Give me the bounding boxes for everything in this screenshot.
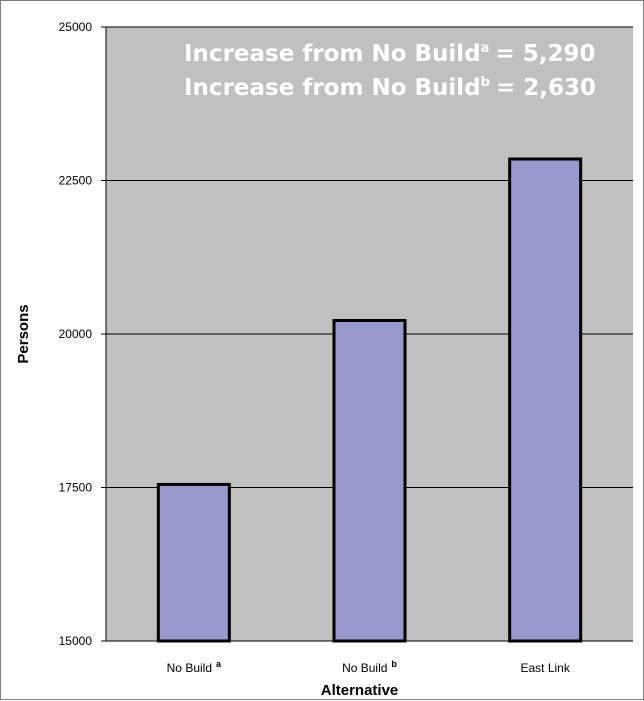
annotation-increase-a: Increase from No Builda = 5,290 [184,41,595,67]
annotation-increase-b: Increase from No Buildb = 2,630 [184,75,596,101]
x-tick-label: East Link [520,661,570,675]
y-axis: 15000 17500 20000 22500 25000 [59,20,107,648]
y-tick-label: 17500 [59,481,93,495]
y-tick-label: 22500 [59,174,93,188]
y-tick-label: 25000 [59,20,93,34]
y-axis-title: Persons [15,304,32,363]
y-tick-label: 20000 [59,327,93,341]
bar [156,482,231,643]
x-tick-label: No Build b [342,659,397,675]
bar [332,318,407,643]
y-tick-label: 15000 [59,634,93,648]
x-axis: No Build a No Build b East Link [106,640,633,675]
x-axis-title: Alternative [321,682,399,699]
bar [508,157,583,643]
x-tick-label: No Build a [167,659,222,675]
